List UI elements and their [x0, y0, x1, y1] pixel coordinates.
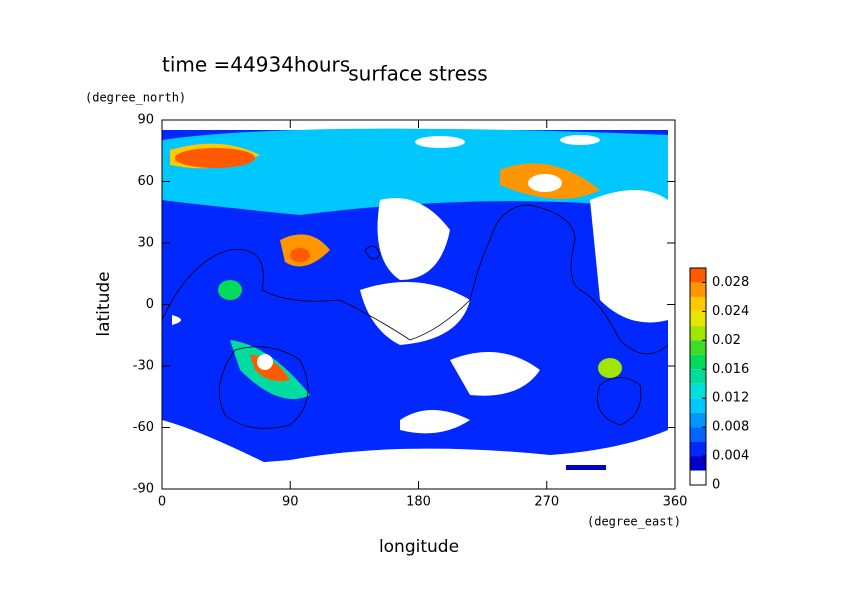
colorbar-band	[690, 340, 706, 355]
x-tick-label: 0	[158, 495, 166, 510]
colorbar-tick-label: 0.012	[712, 391, 749, 406]
colorbar-band	[690, 325, 706, 341]
colorbar-band	[690, 427, 706, 442]
annotation: time =44934hours	[162, 53, 350, 77]
colorbar-band	[690, 456, 706, 471]
y-tick-label: -90	[133, 482, 154, 497]
colorbar-band	[690, 354, 706, 370]
colorbar-band	[690, 296, 706, 312]
colorbar-tick-label: 0.024	[712, 304, 749, 319]
x-units: (degree_east)	[587, 515, 681, 529]
chart-title: surface stress	[348, 62, 487, 86]
colorbar-band	[690, 398, 706, 413]
y-tick-label: 0	[146, 297, 154, 312]
y-units: (degree_north)	[85, 91, 186, 105]
colorbar-tick-label: 0.028	[712, 275, 749, 290]
colorbar-band	[690, 383, 706, 399]
colorbar-tick-label: 0.008	[712, 420, 749, 435]
colorbar-band	[690, 311, 706, 326]
x-tick-label: 90	[282, 495, 299, 510]
colorbar-tick-label: 0	[712, 478, 720, 493]
colorbar-tick-label: 0.02	[712, 333, 741, 348]
colorbar-band	[690, 441, 706, 457]
colorbar-band	[690, 412, 706, 428]
y-tick-label: 30	[137, 236, 154, 251]
colorbar-band	[690, 470, 706, 485]
colorbar-band	[690, 369, 706, 384]
x-tick-label: 360	[663, 495, 688, 510]
contour-field	[162, 128, 669, 489]
y-tick-label: 90	[137, 113, 154, 128]
colorbar-frame	[689, 267, 707, 486]
y-tick-label: 60	[137, 174, 154, 189]
x-axis-label: longitude	[379, 537, 459, 557]
colorbar-band	[690, 268, 706, 283]
x-tick-label: 270	[534, 495, 559, 510]
colorbar-band	[690, 282, 706, 297]
y-tick-label: -60	[133, 420, 154, 435]
y-tick-label: -30	[133, 359, 154, 374]
colorbar-tick-label: 0.016	[712, 362, 749, 377]
colorbar-tick-label: 0.004	[712, 449, 749, 464]
x-tick-label: 180	[406, 495, 431, 510]
y-axis-label: latitude	[94, 271, 114, 336]
